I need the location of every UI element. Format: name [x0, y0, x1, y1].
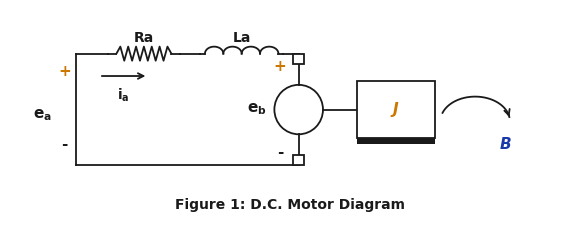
Text: $\mathbf{e_a}$: $\mathbf{e_a}$ — [33, 108, 52, 123]
Text: -: - — [277, 145, 284, 160]
Text: Figure 1: D.C. Motor Diagram: Figure 1: D.C. Motor Diagram — [175, 198, 405, 212]
Bar — [293, 155, 304, 165]
Text: -: - — [61, 137, 67, 152]
Text: Ra: Ra — [134, 31, 154, 45]
Bar — [357, 138, 434, 144]
Text: J: J — [393, 102, 398, 117]
Text: $\mathbf{i_a}$: $\mathbf{i_a}$ — [117, 87, 130, 104]
Text: La: La — [233, 31, 251, 45]
Text: B: B — [499, 137, 511, 152]
Bar — [293, 54, 304, 64]
Text: +: + — [58, 64, 71, 79]
Bar — [357, 81, 434, 138]
Text: $\mathbf{e_b}$: $\mathbf{e_b}$ — [247, 102, 267, 117]
Text: +: + — [274, 59, 287, 74]
